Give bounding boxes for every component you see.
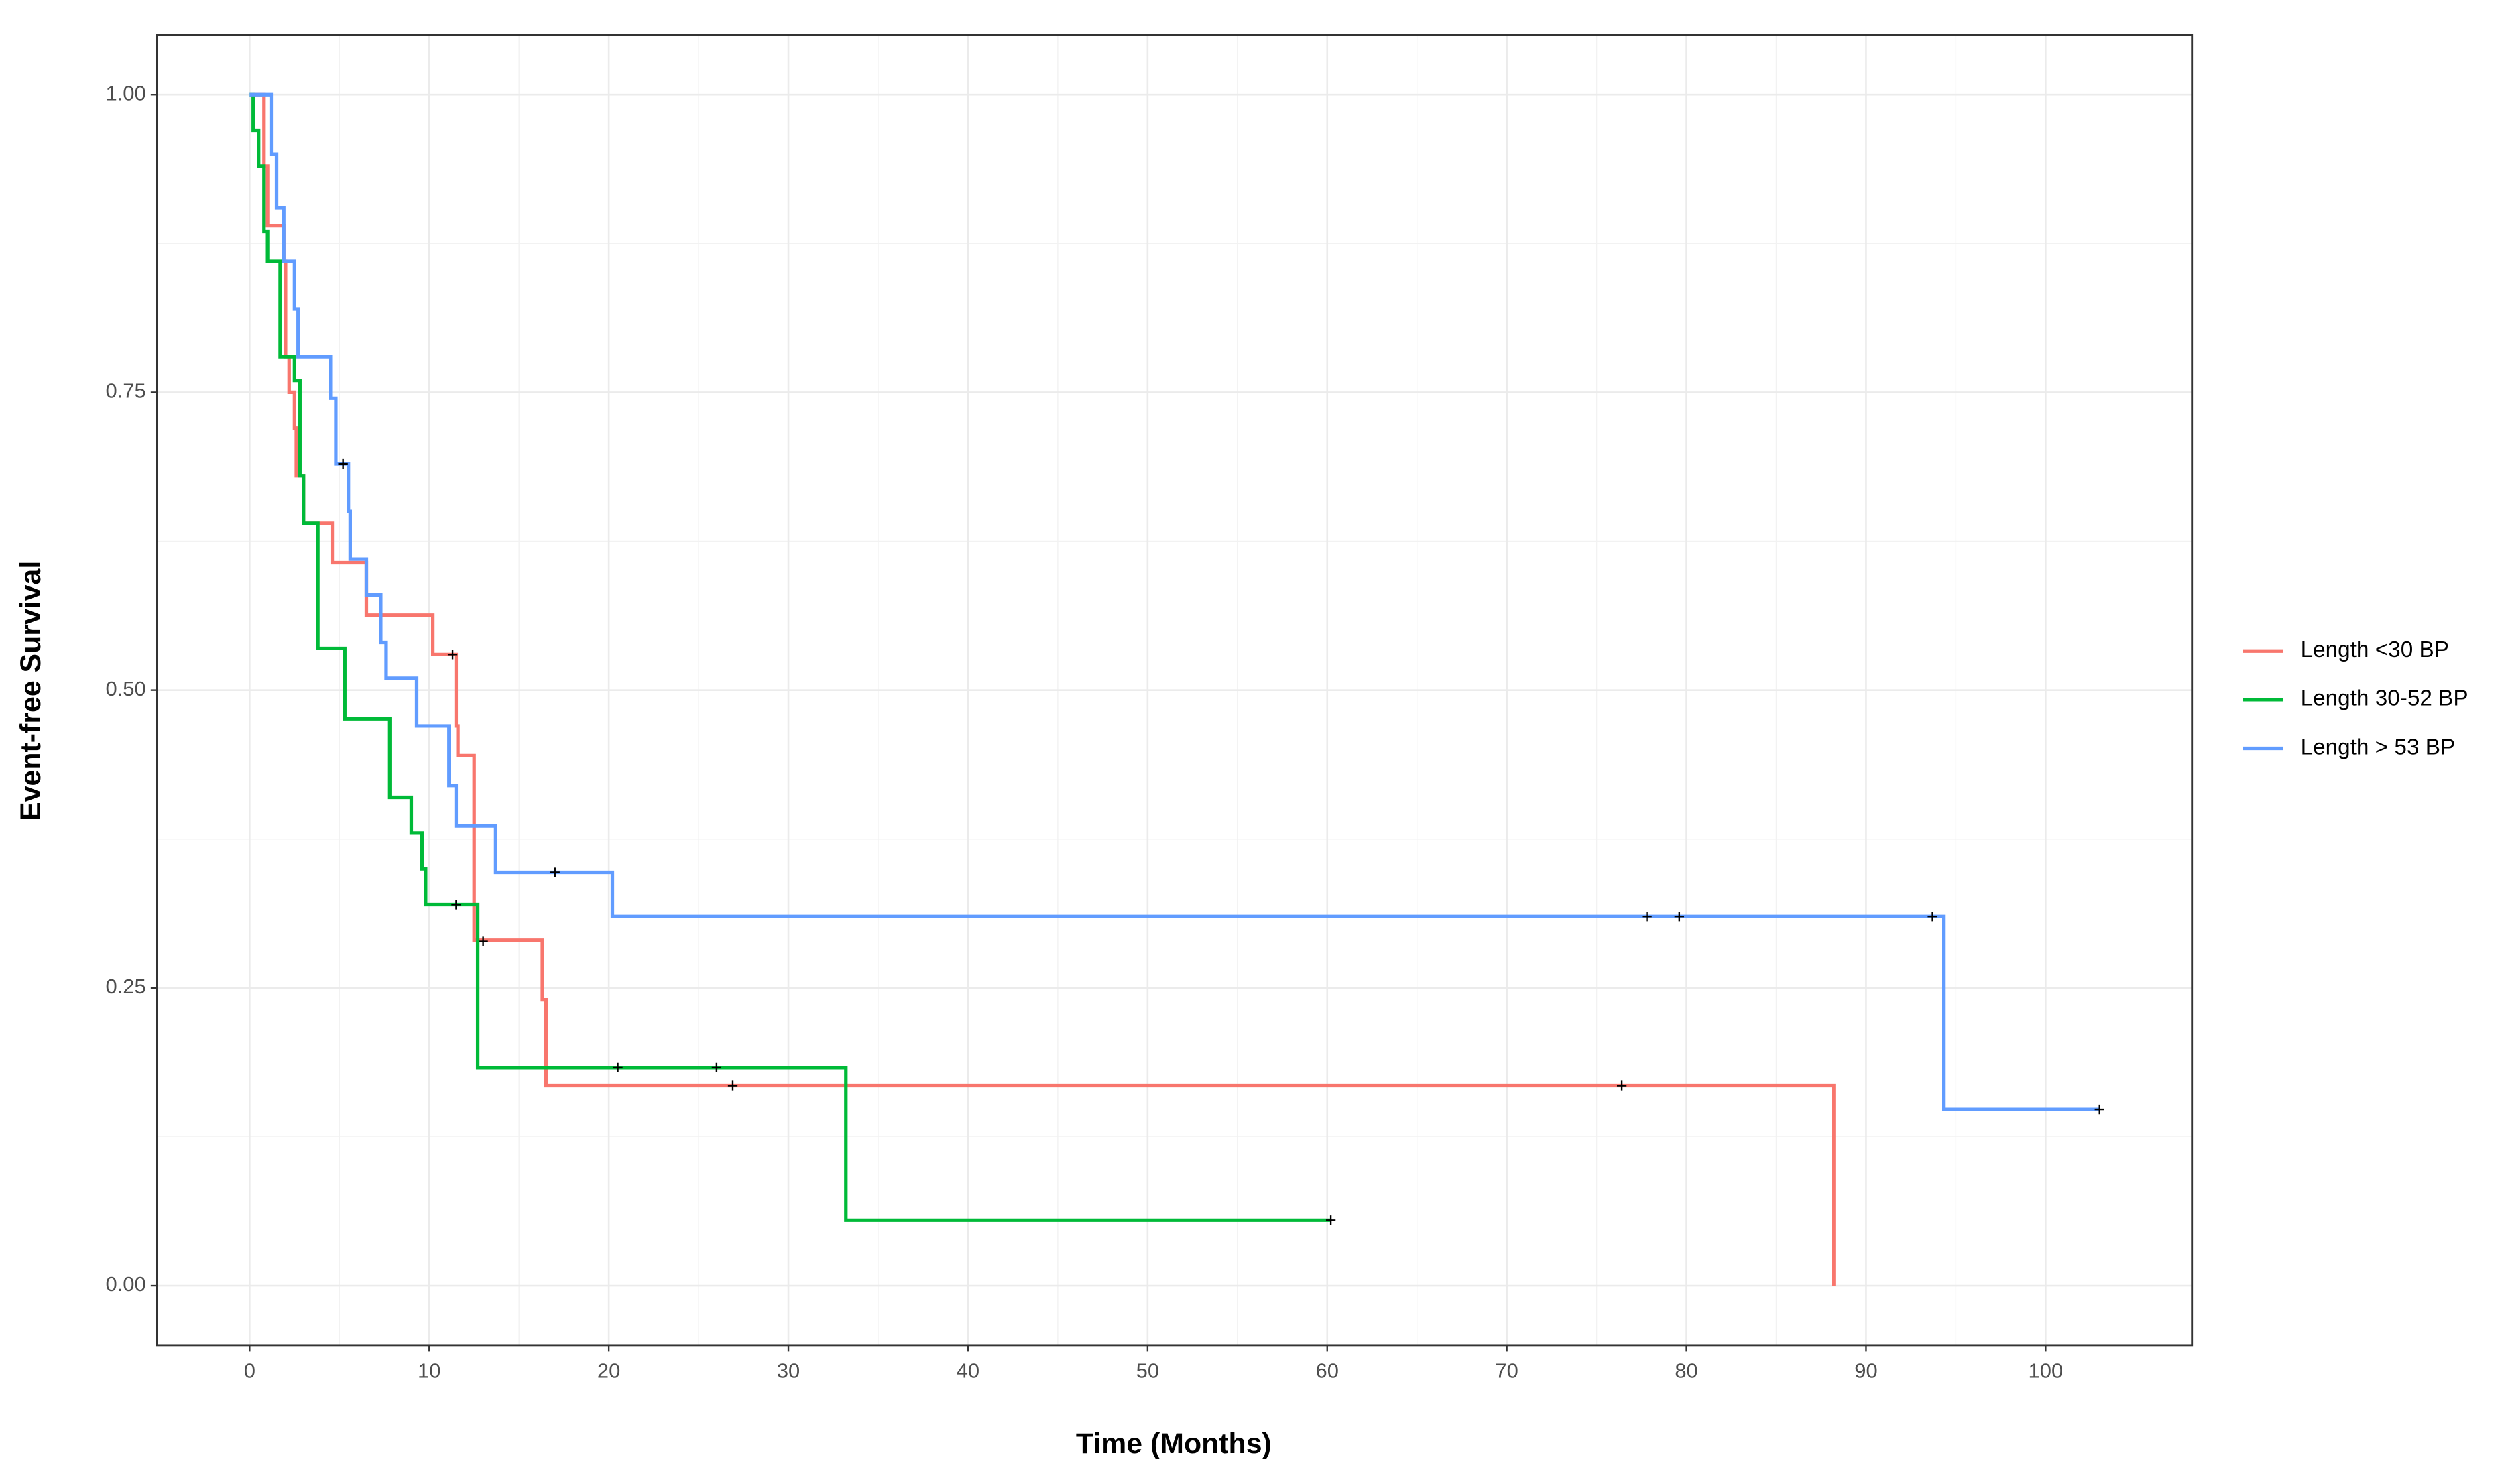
- censor-mark: [2094, 1104, 2104, 1115]
- censor-mark: [1674, 912, 1684, 922]
- censor-mark: [727, 1080, 738, 1091]
- x-tick-label: 80: [1675, 1359, 1697, 1383]
- censor-mark: [613, 1062, 623, 1073]
- y-tick-label: 1.00: [105, 81, 145, 105]
- censor-mark: [451, 900, 461, 910]
- x-tick-label: 70: [1495, 1359, 1518, 1383]
- x-tick-label: 90: [1854, 1359, 1877, 1383]
- censor-mark: [1616, 1080, 1627, 1091]
- censor-mark: [550, 867, 560, 877]
- censor-mark: [711, 1062, 722, 1073]
- censor-mark: [1927, 912, 1937, 922]
- censor-mark: [1325, 1215, 1336, 1225]
- censor-mark: [478, 936, 488, 946]
- survival-curve: [249, 92, 2100, 1111]
- survival-curve: [249, 92, 1331, 1222]
- censor-mark: [1642, 912, 1652, 922]
- y-tick-label: 0.50: [105, 677, 145, 700]
- legend-label: Length <30 BP: [2301, 637, 2449, 662]
- x-tick-label: 30: [777, 1359, 800, 1383]
- y-axis-title: Event-free Survival: [15, 561, 47, 821]
- x-tick-label: 10: [418, 1359, 440, 1383]
- y-tick-label: 0.75: [105, 379, 145, 403]
- y-tick-label: 0.00: [105, 1272, 145, 1296]
- legend-label: Length > 53 BP: [2301, 735, 2456, 759]
- x-tick-label: 60: [1316, 1359, 1339, 1383]
- censor-mark: [447, 650, 458, 660]
- censor-mark: [338, 458, 348, 469]
- x-tick-label: 100: [2029, 1359, 2064, 1383]
- legend-label: Length 30-52 BP: [2301, 686, 2468, 711]
- y-tick-label: 0.25: [105, 975, 145, 998]
- x-tick-label: 50: [1136, 1359, 1159, 1383]
- x-tick-label: 0: [244, 1359, 255, 1383]
- x-tick-label: 40: [957, 1359, 979, 1383]
- x-tick-label: 20: [597, 1359, 620, 1383]
- x-axis-title: Time (Months): [1076, 1428, 1272, 1460]
